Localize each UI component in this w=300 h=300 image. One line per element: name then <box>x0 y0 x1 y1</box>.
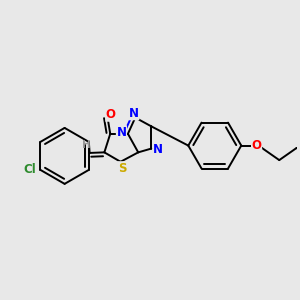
Text: N: N <box>129 107 139 120</box>
Text: N: N <box>153 143 163 157</box>
Text: S: S <box>118 162 126 175</box>
Text: N: N <box>116 126 126 139</box>
Text: H: H <box>82 140 91 150</box>
Text: O: O <box>252 139 262 152</box>
Text: O: O <box>106 108 116 121</box>
Text: Cl: Cl <box>23 164 36 176</box>
